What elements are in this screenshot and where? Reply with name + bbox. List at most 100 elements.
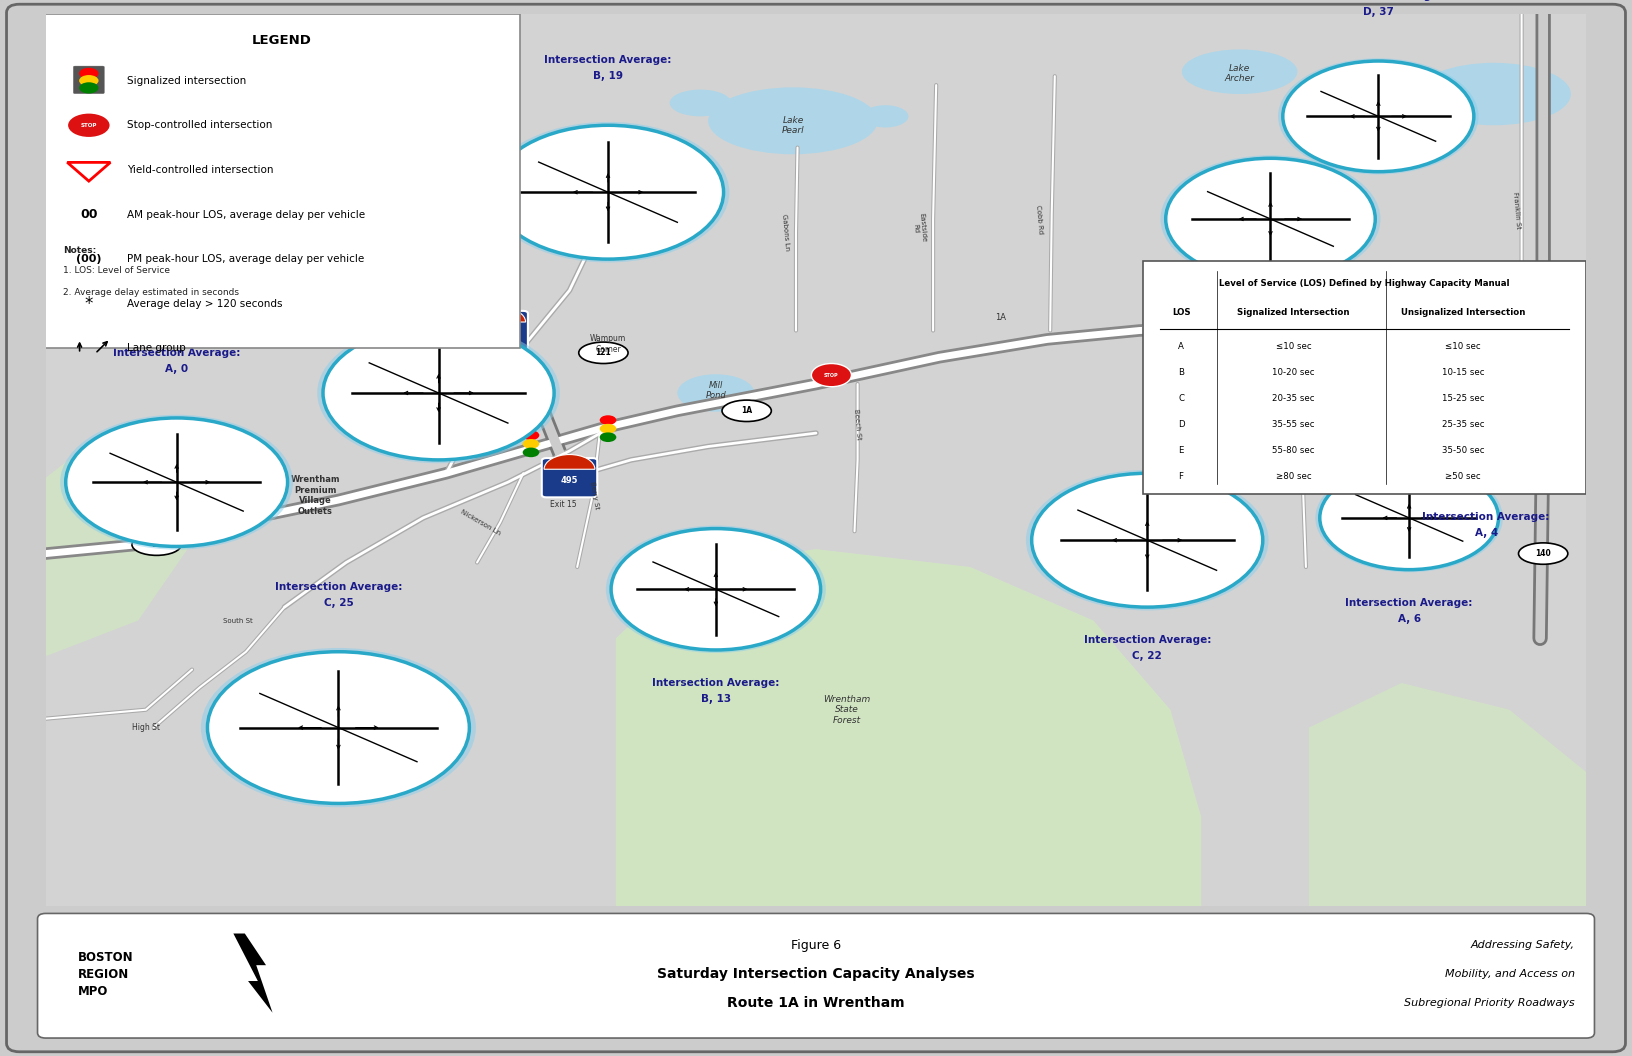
Text: 2. Average delay estimated in seconds: 2. Average delay estimated in seconds: [62, 287, 238, 297]
Text: 140: 140: [1536, 437, 1550, 447]
Text: B, 19: B, 19: [592, 71, 623, 81]
Text: Dedham St: Dedham St: [1373, 275, 1415, 283]
Text: *: *: [85, 295, 93, 313]
Text: Lake
Archer: Lake Archer: [1224, 63, 1255, 83]
Text: West St: West St: [483, 329, 508, 358]
Text: B: B: [1178, 369, 1185, 377]
Text: STOP: STOP: [80, 122, 96, 128]
Text: A, 4: A, 4: [1475, 528, 1498, 539]
Circle shape: [486, 121, 730, 263]
FancyBboxPatch shape: [1142, 261, 1586, 494]
Circle shape: [1386, 371, 1586, 487]
Text: D: D: [1178, 420, 1185, 429]
Circle shape: [1160, 155, 1381, 283]
Text: STOP: STOP: [824, 373, 839, 378]
Circle shape: [610, 529, 821, 649]
Text: A, 0: A, 0: [165, 364, 188, 374]
Text: Sumner Perry Dr: Sumner Perry Dr: [1165, 381, 1222, 388]
Polygon shape: [679, 574, 752, 588]
Polygon shape: [1377, 507, 1441, 517]
Circle shape: [1262, 323, 1279, 333]
Ellipse shape: [132, 534, 181, 555]
Text: Intersection Average:: Intersection Average:: [653, 678, 780, 687]
Ellipse shape: [708, 88, 878, 154]
Text: East St: East St: [1425, 403, 1433, 428]
Text: Intersection Average:: Intersection Average:: [375, 256, 503, 266]
Text: Berry St: Berry St: [589, 482, 599, 510]
Text: Intersection Average:: Intersection Average:: [274, 582, 401, 591]
Text: Stop-controlled intersection: Stop-controlled intersection: [127, 120, 273, 130]
Polygon shape: [137, 483, 253, 498]
Text: 140: 140: [1536, 549, 1550, 558]
Circle shape: [599, 423, 617, 433]
Text: Franklin St: Franklin St: [1513, 191, 1521, 229]
Text: 20-35 sec: 20-35 sec: [1273, 394, 1315, 403]
Text: Depot St: Depot St: [1322, 269, 1351, 276]
Polygon shape: [398, 394, 480, 412]
Polygon shape: [292, 703, 384, 727]
Text: 495: 495: [561, 476, 578, 485]
Text: E: E: [1178, 447, 1183, 455]
Text: Signalized intersection: Signalized intersection: [127, 76, 246, 86]
Polygon shape: [1234, 204, 1307, 219]
Circle shape: [207, 652, 470, 804]
Circle shape: [1324, 321, 1340, 331]
Ellipse shape: [1182, 50, 1297, 94]
Circle shape: [493, 126, 723, 259]
Text: Lane group: Lane group: [127, 343, 186, 354]
Circle shape: [78, 82, 98, 94]
FancyBboxPatch shape: [542, 458, 597, 497]
Polygon shape: [1309, 683, 1586, 906]
Ellipse shape: [677, 374, 754, 412]
Text: 1A: 1A: [741, 407, 752, 415]
Text: Intersection Average:: Intersection Average:: [113, 347, 240, 358]
Text: ≥50 sec: ≥50 sec: [1446, 472, 1480, 482]
Text: Common St: Common St: [1343, 310, 1384, 323]
Text: Addressing Safety,: Addressing Safety,: [1470, 940, 1575, 950]
Text: Yield-controlled intersection: Yield-controlled intersection: [127, 165, 274, 175]
Text: Signalized Intersection: Signalized Intersection: [1237, 308, 1350, 317]
Text: 1A: 1A: [1511, 326, 1523, 335]
Circle shape: [1165, 158, 1376, 280]
Circle shape: [522, 448, 539, 457]
Text: Beech St: Beech St: [854, 409, 862, 440]
Circle shape: [317, 323, 560, 464]
Text: (00): (00): [77, 254, 101, 264]
FancyBboxPatch shape: [73, 67, 104, 94]
Text: Gabons Ln: Gabons Ln: [780, 213, 790, 251]
Text: BOSTON
REGION
MPO: BOSTON REGION MPO: [78, 951, 134, 998]
Text: Exit 15: Exit 15: [550, 499, 576, 509]
Text: 35-50 sec: 35-50 sec: [1441, 447, 1485, 455]
Text: A, 6: A, 6: [1397, 614, 1421, 624]
Circle shape: [201, 648, 477, 807]
Text: Cobb Rd: Cobb Rd: [1035, 204, 1043, 233]
Text: 10-20 sec: 10-20 sec: [1273, 369, 1315, 377]
Text: South St: South St: [450, 426, 473, 458]
Text: Notes:: Notes:: [62, 246, 96, 254]
Text: Unsignalized Intersection: Unsignalized Intersection: [1400, 308, 1526, 317]
Polygon shape: [233, 934, 273, 1013]
Circle shape: [1262, 315, 1279, 324]
Text: C, 22: C, 22: [1133, 652, 1162, 661]
FancyBboxPatch shape: [42, 14, 521, 348]
FancyBboxPatch shape: [38, 913, 1594, 1038]
Polygon shape: [1106, 524, 1188, 540]
Text: 55-80 sec: 55-80 sec: [1273, 447, 1315, 455]
Text: Intersection Average:: Intersection Average:: [545, 55, 672, 65]
Text: Route 1A in Wrentham: Route 1A in Wrentham: [728, 996, 904, 1011]
Text: PM peak-hour LOS, average delay per vehicle: PM peak-hour LOS, average delay per vehi…: [127, 254, 364, 264]
Circle shape: [60, 415, 294, 550]
Circle shape: [1324, 329, 1340, 339]
Text: AM peak-hour LOS, average delay per vehicle: AM peak-hour LOS, average delay per vehi…: [127, 209, 366, 220]
Circle shape: [1027, 470, 1268, 610]
Ellipse shape: [669, 90, 731, 116]
Circle shape: [1031, 473, 1263, 607]
Text: LOS: LOS: [1172, 308, 1190, 317]
Text: Mill
Pond: Mill Pond: [705, 380, 726, 400]
Circle shape: [599, 432, 617, 442]
Circle shape: [1324, 313, 1340, 322]
Wedge shape: [543, 454, 596, 469]
Text: A: A: [1178, 342, 1185, 351]
Text: South St: South St: [224, 618, 253, 623]
Text: High St: High St: [132, 723, 160, 732]
